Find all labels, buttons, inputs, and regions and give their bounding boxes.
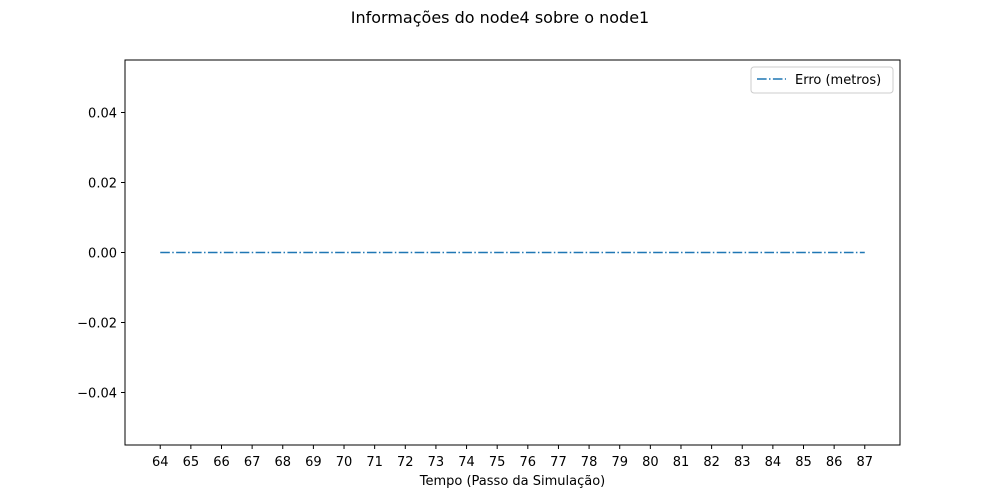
x-axis-label: Tempo (Passo da Simulação)	[419, 474, 606, 489]
x-tick-label: 85	[795, 455, 812, 470]
y-axis: 0.04 0.02 0.00 −0.02 −0.04	[77, 107, 125, 402]
x-tick-label: 81	[673, 455, 690, 470]
x-tick-label: 66	[213, 455, 230, 470]
y-tick-label: 0.02	[88, 177, 117, 192]
y-tick-label: −0.04	[77, 387, 117, 402]
y-tick-label: 0.04	[88, 107, 117, 122]
x-tick-label: 78	[581, 455, 598, 470]
x-tick-label: 68	[274, 455, 291, 470]
x-tick-label: 80	[642, 455, 659, 470]
y-tick-label: −0.02	[77, 317, 117, 332]
x-tick-label: 75	[489, 455, 506, 470]
x-axis: 64 65 66 67 68 69 70 71 72 73 74 75 76 77 78 79 80 81 82 83…	[152, 445, 873, 470]
x-tick-label: 65	[183, 455, 200, 470]
legend-label-erro: Erro (metros)	[795, 73, 881, 88]
x-tick-label: 73	[428, 455, 445, 470]
x-tick-label: 82	[703, 455, 720, 470]
legend-box	[750, 66, 894, 94]
x-tick-label: 64	[152, 455, 169, 470]
x-tick-label: 69	[305, 455, 322, 470]
x-tick-label: 83	[734, 455, 751, 470]
x-tick-label: 67	[244, 455, 261, 470]
legend: Erro (metros)	[750, 66, 894, 94]
x-tick-label: 70	[336, 455, 353, 470]
x-tick-label: 74	[458, 455, 475, 470]
x-tick-label: 79	[611, 455, 628, 470]
x-tick-label: 72	[397, 455, 414, 470]
x-tick-label: 76	[520, 455, 537, 470]
y-tick-label: 0.00	[88, 247, 117, 262]
chart-title: Informações do node4 sobre o node1	[351, 8, 649, 27]
x-tick-label: 87	[856, 455, 873, 470]
x-tick-label: 84	[765, 455, 782, 470]
x-tick-label: 86	[826, 455, 843, 470]
x-tick-label: 71	[366, 455, 383, 470]
x-tick-label: 77	[550, 455, 567, 470]
